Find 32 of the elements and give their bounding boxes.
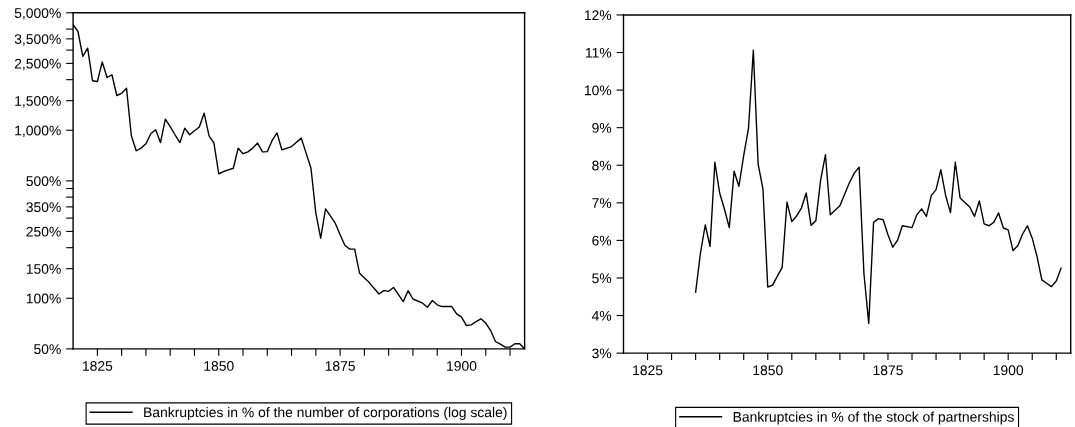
- y-tick-label: 10%: [584, 85, 612, 96]
- legend-label: Bankruptcies in % of the number of corporations (log scale): [144, 407, 507, 420]
- y-tick-label: 9%: [592, 123, 612, 133]
- y-tick-label: 6%: [592, 235, 612, 246]
- y-tick-label: 7%: [592, 198, 612, 208]
- y-tick-label: 4%: [591, 310, 612, 321]
- x-tick-label: 1850: [753, 365, 783, 376]
- y-tick-label: 3%: [592, 348, 612, 359]
- y-tick-label: 150%: [26, 264, 61, 274]
- x-tick-label: 1825: [633, 365, 663, 376]
- y-tick-label: 50%: [34, 344, 61, 355]
- y-tick-label: 8%: [592, 160, 612, 171]
- x-tick-label: 1875: [325, 361, 355, 371]
- y-tick-label: 500%: [26, 176, 61, 186]
- y-tick-label: 5,000%: [14, 8, 61, 20]
- y-tick-label: 2,500%: [14, 58, 61, 71]
- x-tick-label: 1875: [873, 365, 903, 376]
- y-tick-label: 3,500%: [14, 34, 61, 46]
- y-tick-label: 250%: [26, 226, 61, 237]
- x-tick-label: 1900: [993, 365, 1024, 376]
- y-tick-label: 12%: [584, 10, 612, 21]
- legend-label: Bankruptcies in % of the stock of partnerships: [733, 411, 1014, 425]
- y-tick-label: 100%: [26, 293, 61, 304]
- y-tick-label: 1,000%: [15, 125, 61, 138]
- y-tick-label: 1,500%: [15, 96, 61, 108]
- y-tick-label: 350%: [26, 202, 61, 213]
- line-series: [694, 49, 1062, 325]
- y-tick-label: 5%: [592, 273, 612, 284]
- x-tick-label: 1825: [82, 361, 113, 371]
- y-tick-label: 11%: [585, 47, 612, 58]
- x-tick-label: 1850: [204, 361, 234, 371]
- x-tick-label: 1900: [447, 361, 477, 371]
